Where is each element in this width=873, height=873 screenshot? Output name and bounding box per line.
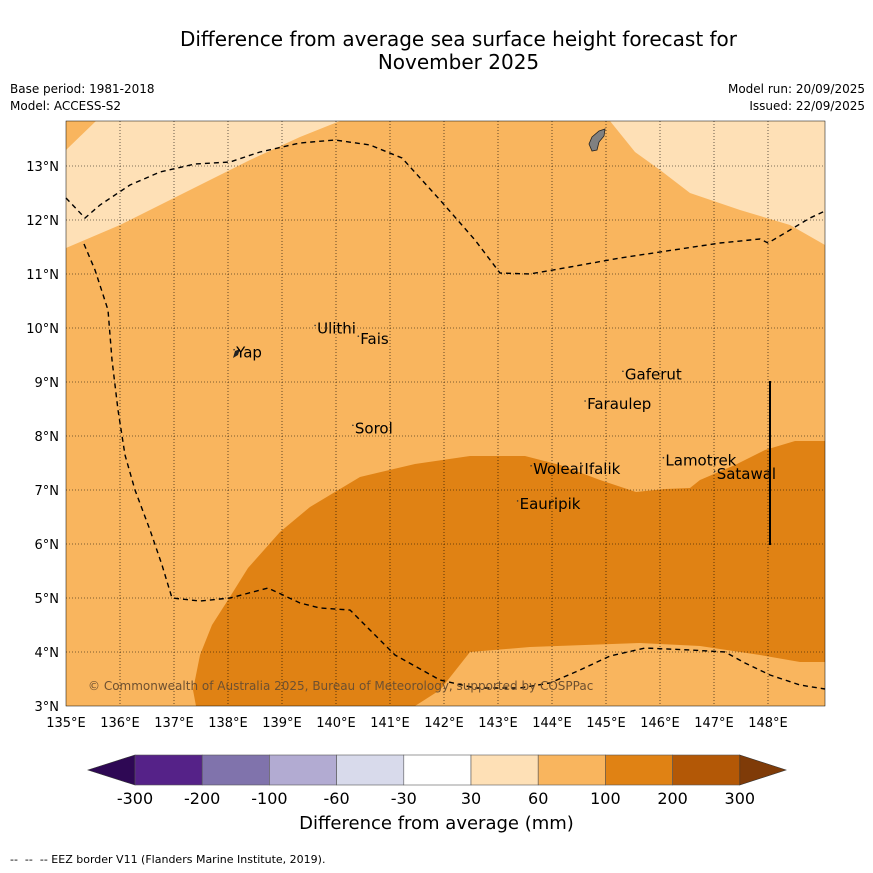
colorbar-tick: -30 xyxy=(390,789,417,808)
place-label: Gaferut xyxy=(625,365,682,383)
place-label: Sorol xyxy=(355,419,393,437)
lon-tick-label: 145°E xyxy=(586,716,626,731)
colorbar-tick: -100 xyxy=(251,789,288,808)
lon-tick-label: 141°E xyxy=(370,716,410,731)
axis-labels: 135°E 136°E 137°E 138°E 139°E 140°E 141°E 142°E… xyxy=(26,160,788,731)
colorbar-segment xyxy=(269,754,337,786)
lat-tick-label: 10°N xyxy=(26,322,59,337)
lon-tick-label: 146°E xyxy=(640,716,680,731)
place-marker xyxy=(357,335,360,338)
colorbar-segment xyxy=(672,754,741,786)
place-marker xyxy=(581,465,584,467)
place-label: Faraulep xyxy=(587,395,651,413)
place-marker xyxy=(233,348,235,351)
colorbar-tick: -60 xyxy=(323,789,350,808)
place-label: Ifalik xyxy=(584,460,620,478)
title-line-1: Difference from average sea surface heig… xyxy=(179,27,738,51)
colorbar-segment xyxy=(336,754,405,786)
lat-tick-label: 12°N xyxy=(26,214,59,229)
base-period: Base period: 1981-2018 xyxy=(10,82,155,96)
lat-tick-label: 13°N xyxy=(26,160,59,175)
lon-tick-label: 135°E xyxy=(46,716,86,731)
lat-tick-label: 11°N xyxy=(26,268,59,283)
colorbar-segment xyxy=(201,754,270,786)
lon-tick-label: 147°E xyxy=(694,716,734,731)
colorbar-extend-low xyxy=(87,754,136,786)
lat-tick-label: 9°N xyxy=(35,376,60,391)
map-frame xyxy=(65,120,826,707)
lat-tick-label: 3°N xyxy=(35,700,60,715)
colorbar-tick: 300 xyxy=(724,789,756,808)
meta-left: Base period: 1981-2018 Model: ACCESS-S2 xyxy=(10,81,155,115)
lon-tick-label: 136°E xyxy=(100,716,140,731)
copyright-text: © Commonwealth of Australia 2025, Bureau… xyxy=(88,679,593,693)
model-run: Model run: 20/09/2025 xyxy=(727,82,865,96)
lon-tick-label: 139°E xyxy=(262,716,302,731)
colorbar-segment xyxy=(134,754,203,786)
guam-island xyxy=(588,128,606,152)
colorbar xyxy=(87,754,787,786)
lon-tick-label: 137°E xyxy=(154,716,194,731)
meta-right: Model run: 20/09/2025 Issued: 22/09/2025 xyxy=(728,81,865,115)
lat-tick-label: 8°N xyxy=(35,430,60,445)
issued-date: Issued: 22/09/2025 xyxy=(749,99,865,113)
place-label: Eauripik xyxy=(520,495,581,513)
lat-tick-label: 7°N xyxy=(35,484,60,499)
place-label: Ulithi xyxy=(317,319,356,337)
lat-tick-label: 4°N xyxy=(35,646,60,661)
anomaly-30-60-band-ne xyxy=(610,121,825,245)
colorbar-tick: 30 xyxy=(460,789,482,808)
lat-tick-label: 6°N xyxy=(35,538,60,553)
lat-tick-label: 5°N xyxy=(35,592,60,607)
colorbar-tick: -300 xyxy=(116,789,154,808)
model-name: Model: ACCESS-S2 xyxy=(10,99,122,113)
lon-tick-label: 148°E xyxy=(748,716,788,731)
map-area xyxy=(66,121,825,706)
place-marker xyxy=(713,470,716,473)
place-label: Woleai xyxy=(533,460,583,478)
place-marker xyxy=(662,456,665,459)
anomaly-30-60-band-nw xyxy=(66,121,340,248)
place-marker xyxy=(622,370,624,373)
colorbar-tick: 200 xyxy=(657,789,688,808)
place-marker xyxy=(516,500,519,502)
gridlines xyxy=(66,121,825,706)
colorbar-segment xyxy=(605,754,673,786)
place-label: Yap xyxy=(235,344,262,362)
place-marker xyxy=(530,465,532,467)
colorbar-title: Difference from average (mm) xyxy=(299,813,574,834)
colorbar-segment xyxy=(537,754,606,786)
lon-tick-label: 140°E xyxy=(316,716,356,731)
colorbar-tick: 60 xyxy=(528,789,549,808)
place-label: Satawal xyxy=(717,465,776,483)
lon-tick-label: 144°E xyxy=(532,716,572,731)
anomaly-100-200-band xyxy=(193,441,825,706)
lon-tick-label: 142°E xyxy=(424,716,464,731)
place-label: Fais xyxy=(360,330,389,348)
place-marker xyxy=(314,324,316,327)
place-label: Lamotrek xyxy=(665,452,736,470)
place-marker xyxy=(352,424,354,427)
lon-tick-label: 143°E xyxy=(478,716,518,731)
chart-title: Difference from average sea surface heig… xyxy=(0,28,873,74)
place-marker xyxy=(584,400,586,402)
colorbar-tick: 100 xyxy=(590,789,621,808)
colorbar-extend-high xyxy=(739,754,787,786)
title-line-2: November 2025 xyxy=(377,50,540,74)
colorbar-tick: -200 xyxy=(184,789,221,808)
yap-island-shape xyxy=(233,349,240,358)
eez-border xyxy=(65,139,826,690)
footnote: -- -- -- EEZ border V11 (Flanders Marine… xyxy=(10,853,326,866)
colorbar-segment xyxy=(470,754,539,786)
colorbar-segment xyxy=(403,754,472,786)
lon-tick-label: 138°E xyxy=(208,716,248,731)
